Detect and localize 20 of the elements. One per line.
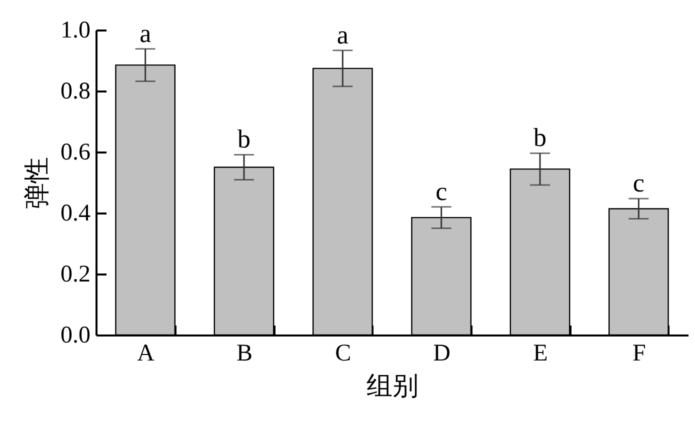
x-tick-label: A [137,340,156,366]
y-tick-label: 0.4 [60,200,90,226]
y-axis-title: 弹性 [22,157,52,209]
annotation: b [238,124,250,154]
x-tick-label: C [335,340,352,366]
x-axis-title: 组别 [366,372,418,400]
y-tick-label: 0.6 [60,140,90,166]
x-tick-label: D [433,340,451,366]
annotation: c [632,168,644,198]
y-tick-label: 0.0 [60,322,90,348]
x-tick-label: B [236,340,253,366]
annotation: a [140,18,152,48]
x-tick-label: F [632,340,646,366]
annotation: c [436,176,448,206]
annotation: b [534,123,546,152]
x-tick-label: E [533,340,548,366]
y-tick-label: 0.2 [60,262,90,288]
y-tick-label: 1.0 [60,18,90,44]
y-tick-label: 0.8 [60,78,90,104]
annotation: a [336,20,349,50]
